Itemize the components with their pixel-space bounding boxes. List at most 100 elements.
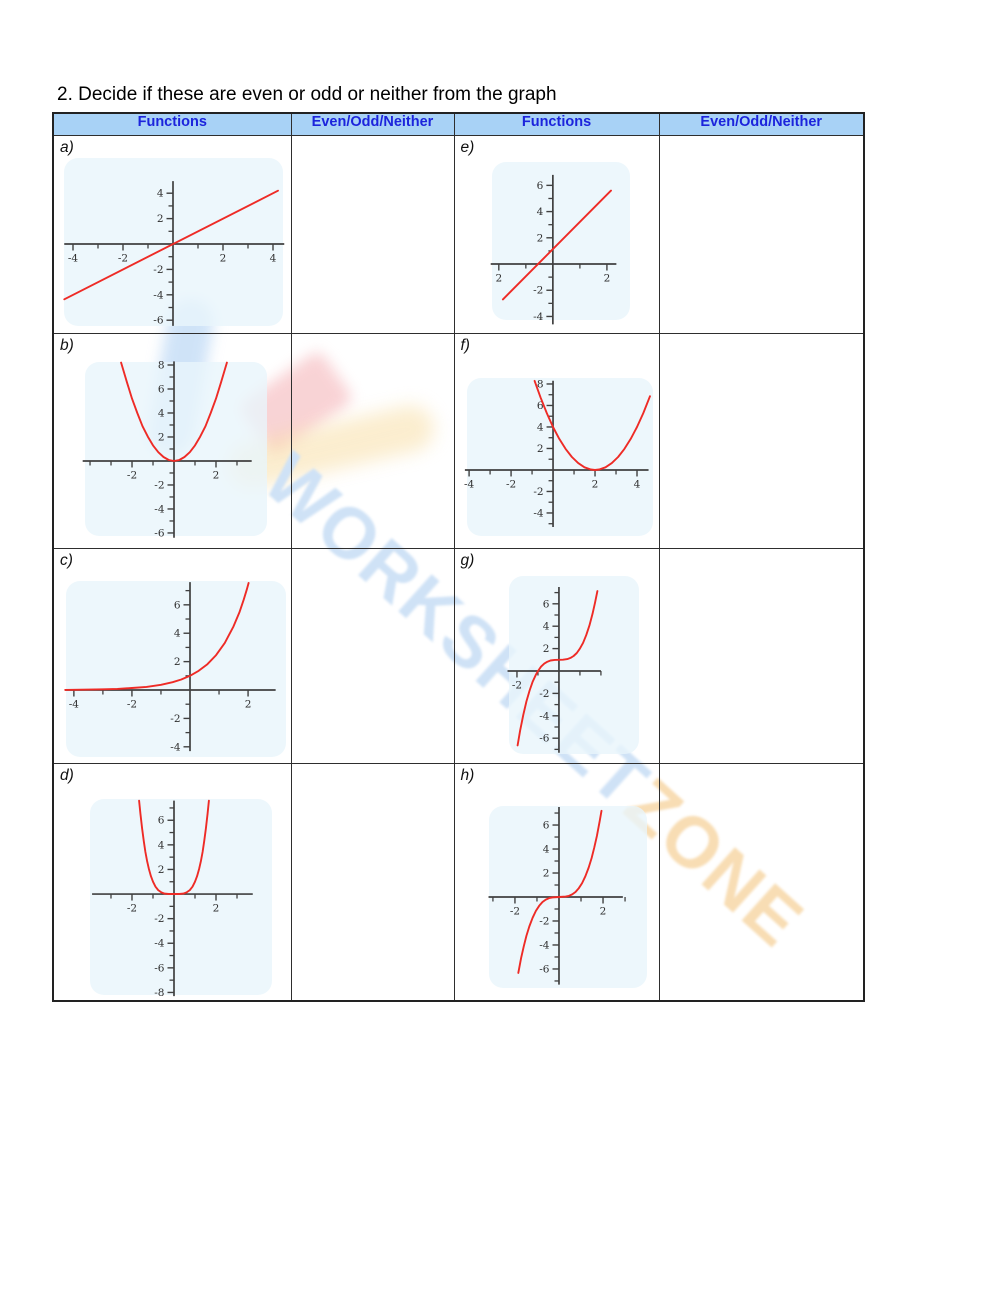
svg-text:-6: -6 — [153, 314, 164, 326]
table-row-2: b) -2 2 8 6 4 2 -2 -4 -6 f) -4 -2 2 4 8 6 4 2 -2 -4 — [52, 332, 865, 549]
svg-text:2: 2 — [213, 469, 220, 481]
table-row-4: d) -2 2 6 4 2 -2 -4 -6 -8 h) -2 2 6 4 2 -2 -4 -6 — [52, 762, 865, 1002]
svg-text:2: 2 — [603, 272, 610, 284]
svg-text:-4: -4 — [170, 741, 181, 753]
svg-text:-4: -4 — [69, 698, 80, 710]
question-title: 2. Decide if these are even or odd or ne… — [57, 84, 557, 105]
graph-cell-e: e) 2 2 6 4 2 -2 -4 — [453, 134, 660, 334]
answer-cell-b[interactable] — [290, 332, 455, 549]
svg-text:2: 2 — [158, 863, 165, 875]
svg-text:4: 4 — [174, 627, 181, 639]
graph-cell-c: c) -4 -2 2 6 4 2 -2 -4 — [52, 547, 292, 764]
functions-table: Functions Even/Odd/Neither Functions Eve… — [52, 112, 865, 1002]
svg-text:6: 6 — [542, 598, 549, 610]
graph-b-plot: -2 2 8 6 4 2 -2 -4 -6 — [82, 359, 267, 539]
svg-text:-2: -2 — [154, 479, 164, 491]
svg-text:6: 6 — [542, 819, 549, 831]
answer-cell-f[interactable] — [658, 332, 865, 549]
svg-text:4: 4 — [157, 187, 164, 199]
graph-cell-d: d) -2 2 6 4 2 -2 -4 -6 -8 — [52, 762, 292, 1002]
graph-g-plot: -2 6 4 2 -2 -4 -6 — [507, 575, 639, 754]
svg-text:-4: -4 — [539, 710, 550, 722]
svg-text:2: 2 — [213, 902, 220, 914]
col-header-functions-left: Functions — [52, 112, 292, 136]
table-row-3: c) -4 -2 2 6 4 2 -2 -4 g) -2 6 4 2 -2 -4 -6 — [52, 547, 865, 764]
svg-text:6: 6 — [174, 599, 181, 611]
svg-text:4: 4 — [158, 407, 165, 419]
graph-label-c: c) — [60, 551, 73, 569]
graph-label-a: a) — [60, 138, 74, 156]
svg-text:4: 4 — [270, 252, 277, 264]
answer-cell-d[interactable] — [290, 762, 455, 1002]
answer-cell-e[interactable] — [658, 134, 865, 334]
svg-text:8: 8 — [158, 359, 165, 371]
graph-h-plot: -2 2 6 4 2 -2 -4 -6 — [488, 805, 647, 988]
svg-text:-2: -2 — [127, 902, 137, 914]
svg-text:-2: -2 — [511, 679, 521, 691]
table-row-1: a) -4 -2 2 4 4 2 -2 -4 -6 e) 2 2 6 4 2 -2 -4 — [52, 134, 865, 334]
col-header-evenodd-left: Even/Odd/Neither — [290, 112, 455, 136]
graph-c-plot: -4 -2 2 6 4 2 -2 -4 — [64, 580, 286, 757]
graph-f-plot: -4 -2 2 4 8 6 4 2 -2 -4 — [463, 377, 653, 536]
svg-text:-2: -2 — [118, 252, 128, 264]
svg-text:2: 2 — [599, 905, 606, 917]
svg-text:-4: -4 — [154, 937, 165, 949]
answer-cell-g[interactable] — [658, 547, 865, 764]
svg-text:-4: -4 — [154, 503, 165, 515]
svg-text:8: 8 — [536, 378, 543, 390]
graph-label-b: b) — [60, 336, 74, 354]
svg-text:2: 2 — [542, 867, 549, 879]
svg-text:-2: -2 — [533, 284, 543, 296]
graph-a-plot: -4 -2 2 4 4 2 -2 -4 -6 — [63, 157, 285, 326]
graph-label-f: f) — [460, 336, 470, 354]
graph-cell-h: h) -2 2 6 4 2 -2 -4 -6 — [453, 762, 660, 1002]
table-header-row: Functions Even/Odd/Neither Functions Eve… — [52, 112, 865, 136]
graph-label-h: h) — [460, 766, 475, 784]
answer-cell-c[interactable] — [290, 547, 455, 764]
graph-cell-g: g) -2 6 4 2 -2 -4 -6 — [453, 547, 660, 764]
svg-text:2: 2 — [536, 232, 543, 244]
svg-text:4: 4 — [633, 478, 640, 490]
graph-cell-b: b) -2 2 8 6 4 2 -2 -4 -6 — [52, 332, 292, 549]
svg-text:2: 2 — [542, 643, 549, 655]
svg-text:-6: -6 — [154, 962, 165, 974]
svg-text:-6: -6 — [539, 963, 550, 975]
svg-text:2: 2 — [536, 442, 543, 454]
svg-text:-4: -4 — [153, 289, 164, 301]
svg-text:-4: -4 — [68, 252, 79, 264]
svg-text:6: 6 — [536, 179, 543, 191]
svg-text:-2: -2 — [153, 263, 163, 275]
svg-text:2: 2 — [220, 252, 227, 264]
graph-label-d: d) — [60, 766, 74, 784]
col-header-functions-right: Functions — [453, 112, 660, 136]
col-header-evenodd-right: Even/Odd/Neither — [658, 112, 865, 136]
svg-text:6: 6 — [158, 814, 165, 826]
svg-text:4: 4 — [536, 206, 543, 218]
svg-text:-8: -8 — [154, 986, 164, 998]
svg-text:2: 2 — [495, 272, 502, 284]
graph-d-plot: -2 2 6 4 2 -2 -4 -6 -8 — [90, 798, 272, 998]
svg-text:-2: -2 — [539, 915, 549, 927]
graph-label-g: g) — [460, 551, 475, 569]
svg-text:2: 2 — [158, 431, 165, 443]
graph-e-plot: 2 2 6 4 2 -2 -4 — [490, 161, 630, 324]
svg-text:2: 2 — [174, 656, 181, 668]
svg-text:-4: -4 — [539, 939, 550, 951]
graph-cell-f: f) -4 -2 2 4 8 6 4 2 -2 -4 — [453, 332, 660, 549]
answer-cell-a[interactable] — [290, 134, 455, 334]
svg-text:2: 2 — [157, 213, 164, 225]
svg-text:4: 4 — [536, 421, 543, 433]
svg-text:6: 6 — [158, 383, 165, 395]
svg-text:6: 6 — [536, 399, 543, 411]
graph-cell-a: a) -4 -2 2 4 4 2 -2 -4 -6 — [52, 134, 292, 334]
svg-text:-6: -6 — [154, 527, 165, 539]
answer-cell-h[interactable] — [658, 762, 865, 1002]
svg-text:-2: -2 — [539, 687, 549, 699]
svg-text:4: 4 — [542, 620, 549, 632]
svg-text:-2: -2 — [127, 698, 137, 710]
svg-text:-4: -4 — [533, 310, 544, 322]
svg-text:-2: -2 — [127, 469, 137, 481]
svg-text:-2: -2 — [533, 485, 543, 497]
svg-text:-4: -4 — [463, 478, 474, 490]
svg-text:-2: -2 — [154, 913, 164, 925]
